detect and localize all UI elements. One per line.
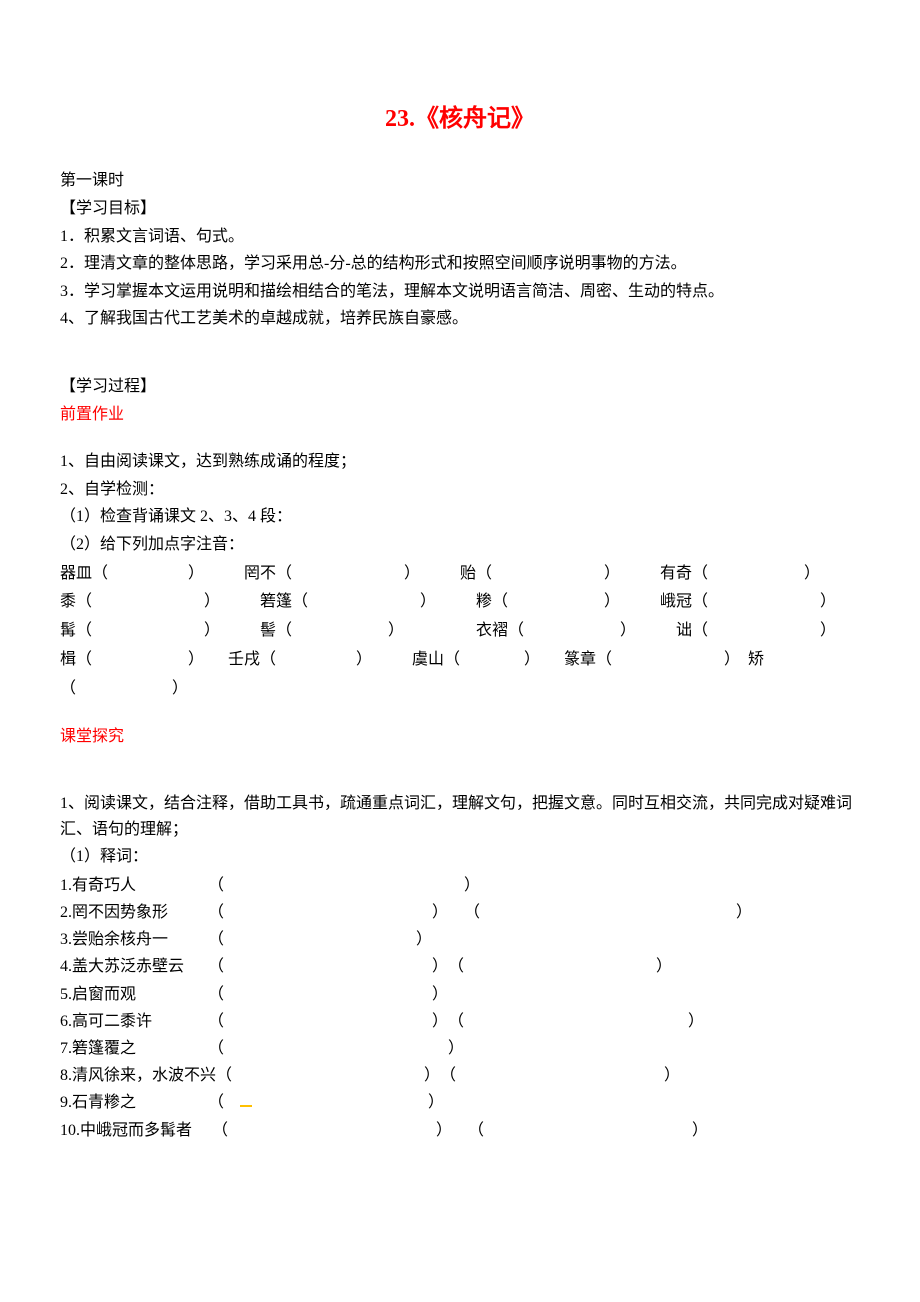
word-item-1: 1.有奇巧人 （ ） <box>60 872 860 899</box>
word-item-9: 9.石青糁之 （ ） <box>60 1089 860 1116</box>
process-heading: 【学习过程】 <box>60 374 860 400</box>
word-item-2: 2.罔不因势象形 （ ） （ ） <box>60 899 860 926</box>
word-item-4: 4.盖大苏泛赤壁云 （ ） （ ） <box>60 953 860 980</box>
word-item-6: 6.高可二黍许 （ ） （ ） <box>60 1008 860 1035</box>
objective-item-3: 3．学习掌握本文运用说明和描绘相结合的笔法，理解本文说明语言简洁、周密、生动的特… <box>60 279 860 305</box>
pre-work-item-4: （2）给下列加点字注音： <box>60 532 860 558</box>
pinyin-row-3: 髯（ ） 髻（ ） 衣褶（ ） 诎（ ） <box>60 617 860 646</box>
underline-marker <box>240 1105 252 1107</box>
objective-item-4: 4、了解我国古代工艺美术的卓越成就，培养民族自豪感。 <box>60 306 860 332</box>
pre-work-item-3: （1）检查背诵课文 2、3、4 段： <box>60 504 860 530</box>
word-item-8: 8.清风徐来，水波不兴（ ） （ ） <box>60 1062 860 1089</box>
objectives-heading: 【学习目标】 <box>60 196 860 222</box>
document-title: 23.《核舟记》 <box>60 100 860 138</box>
word-item-10: 10.中峨冠而多髯者 （ ） （ ） <box>60 1117 860 1144</box>
word-item-7: 7.箬篷覆之 （ ） <box>60 1035 860 1062</box>
word-item-3: 3.尝贻余核舟一 （ ） <box>60 926 860 953</box>
pre-work-item-1: 1、自由阅读课文，达到熟练成诵的程度； <box>60 449 860 475</box>
word-item-5: 5.启窗而观 （ ） <box>60 981 860 1008</box>
pre-work-label: 前置作业 <box>60 402 860 428</box>
pinyin-row-2: 黍（ ） 箬篷（ ） 糁（ ） 峨冠（ ） <box>60 588 860 617</box>
pinyin-row-1: 器皿（ ） 罔不（ ） 贻（ ） 有奇（ ） <box>60 560 860 589</box>
pinyin-row-4: 楫（ ） 壬戌（ ） 虞山（ ） 篆章（ ） 矫（ ） <box>60 646 860 704</box>
inquiry-intro: 1、阅读课文，结合注释，借助工具书，疏通重点词汇，理解文句，把握文意。同时互相交… <box>60 791 860 842</box>
inquiry-label: 课堂探究 <box>60 724 860 750</box>
pre-work-item-2: 2、自学检测： <box>60 477 860 503</box>
lesson-header: 第一课时 <box>60 168 860 194</box>
objective-item-2: 2．理清文章的整体思路，学习采用总-分-总的结构形式和按照空间顺序说明事物的方法… <box>60 251 860 277</box>
objective-item-1: 1．积累文言词语、句式。 <box>60 224 860 250</box>
word-heading: （1）释词： <box>60 844 860 870</box>
word-item-9-text: 9.石青糁之 （ <box>60 1094 240 1111</box>
